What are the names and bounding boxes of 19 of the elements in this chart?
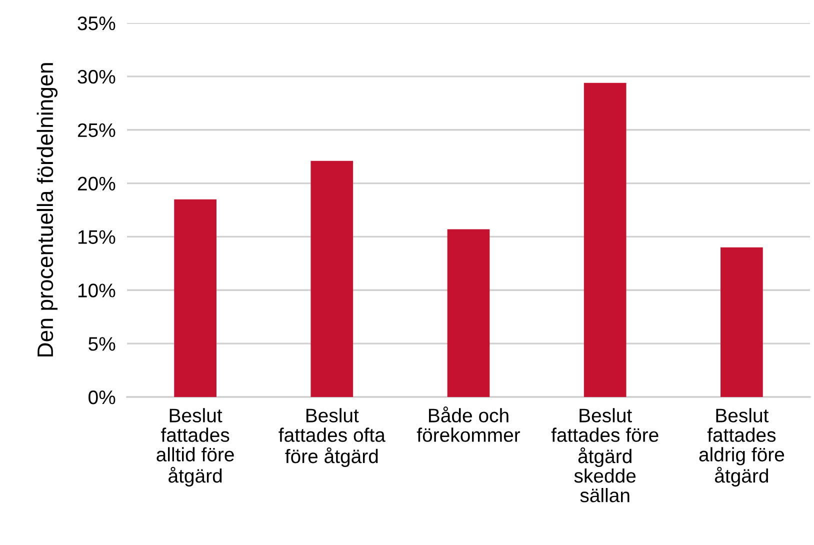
y-tick-label: 35%: [78, 16, 116, 30]
y-tick-label: 5%: [88, 337, 116, 351]
y-tick-label: 30%: [78, 70, 116, 84]
bar: [174, 199, 216, 397]
bar: [584, 82, 626, 397]
y-tick-label: 25%: [78, 123, 116, 138]
y-tick-label: 0%: [88, 390, 116, 404]
x-tick-label: Beslut fattades före åtgärd skedde sällan: [551, 408, 658, 502]
x-tick-label: Beslut fattades ofta före åtgärd: [278, 408, 386, 468]
x-tick-label: Både och förekommer: [416, 406, 520, 442]
y-tick-label: 15%: [78, 230, 116, 244]
y-axis-title: Den procentuella fördelningen: [36, 63, 58, 356]
bar: [720, 247, 763, 397]
y-tick-label: 20%: [78, 176, 116, 191]
y-tick-label: 10%: [78, 284, 116, 298]
x-tick-label: Beslut fattades alltid före åtgärd: [156, 408, 234, 487]
bar: [447, 229, 490, 397]
x-tick-label: Beslut fattades aldrig före åtgärd: [699, 408, 784, 487]
bar: [310, 160, 354, 397]
